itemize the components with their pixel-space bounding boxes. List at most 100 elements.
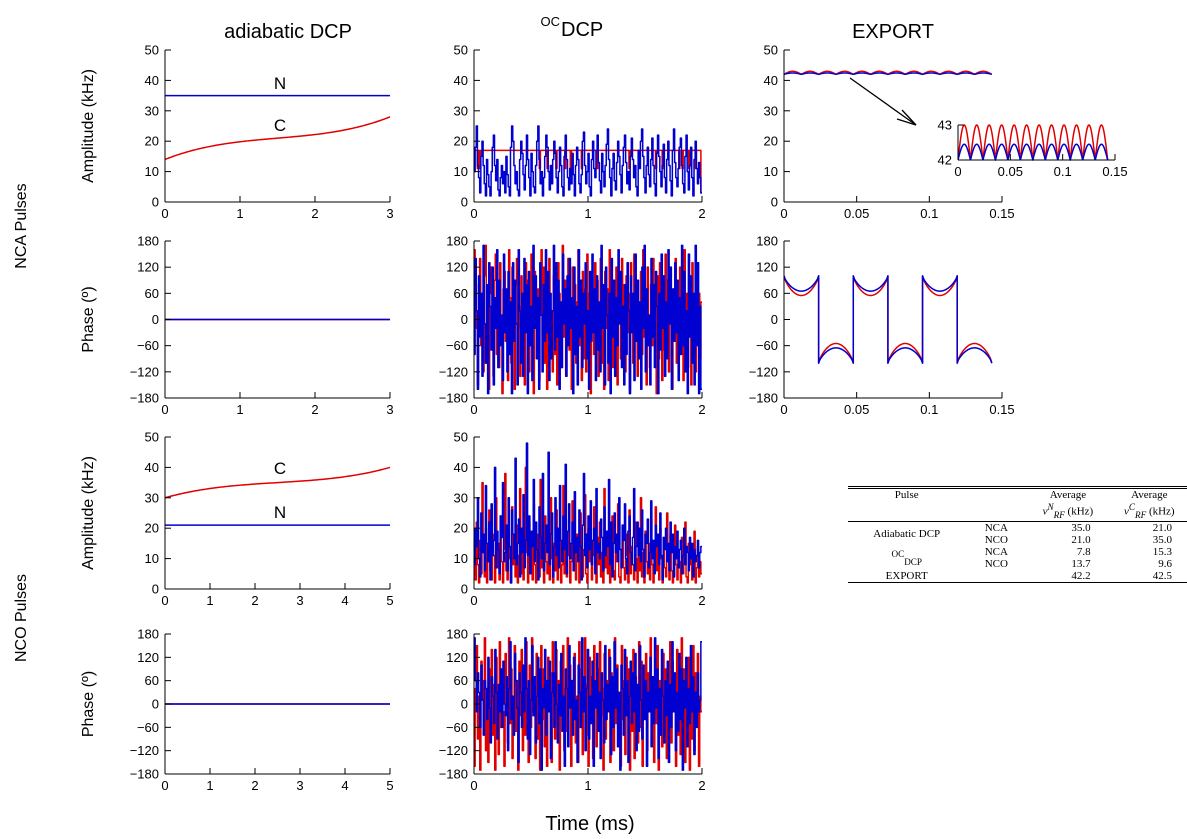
y-tick-label: 0 bbox=[152, 697, 159, 712]
y-tick-label: 20 bbox=[454, 521, 468, 536]
y-tick-label: −180 bbox=[439, 391, 468, 406]
x-tick-label: 2 bbox=[251, 778, 258, 793]
table-cell-n: 7.8 bbox=[1076, 545, 1091, 558]
y-tick-label: 60 bbox=[145, 673, 159, 688]
table-cell-c: 21.0 bbox=[1152, 521, 1172, 534]
panel-nca-export-amplitude-inset: 42 43 0 0.05 0.1 0.15 bbox=[938, 118, 1128, 180]
row-label-nca: NCA Pulses bbox=[13, 183, 30, 268]
y-tick-label: 30 bbox=[454, 490, 468, 505]
y-tick-label: −180 bbox=[130, 391, 159, 406]
y-tick-label: 50 bbox=[454, 43, 468, 58]
y-tick-label: −180 bbox=[439, 767, 468, 782]
y-tick-label: 20 bbox=[145, 134, 159, 149]
x-tick-label: 3 bbox=[386, 402, 393, 417]
series-line-1 bbox=[474, 125, 702, 197]
y-tick-label: 180 bbox=[756, 234, 778, 249]
y-tick-label: −60 bbox=[756, 338, 778, 353]
y-tick-label: 0 bbox=[152, 582, 159, 597]
y-tick-label: −60 bbox=[137, 720, 159, 735]
y-tick-label: 43 bbox=[938, 118, 952, 133]
y-tick-label: 10 bbox=[145, 551, 159, 566]
table-header-c-sup: C bbox=[1128, 502, 1135, 512]
table-cell-c: 9.6 bbox=[1158, 557, 1172, 570]
y-tick-label: 0 bbox=[152, 195, 159, 210]
y-tick-label: 20 bbox=[454, 134, 468, 149]
x-tick-label: 2 bbox=[698, 402, 705, 417]
y-tick-label: 30 bbox=[764, 103, 778, 118]
table-cell-n: 21.0 bbox=[1071, 533, 1091, 546]
table-header-nu-c: ν bbox=[1124, 505, 1129, 518]
x-tick-label: 1 bbox=[584, 593, 591, 608]
series-line-c bbox=[165, 466, 390, 499]
y-tick-label: −120 bbox=[749, 364, 778, 379]
table-cell-type: NCA bbox=[984, 545, 1008, 558]
table-row: EXPORT 42.2 42.5 bbox=[848, 570, 1187, 583]
y-tick-label: 60 bbox=[454, 286, 468, 301]
y-tick-label: 0 bbox=[771, 195, 778, 210]
x-tick-label: 0.05 bbox=[844, 206, 869, 221]
y-tick-label: 180 bbox=[137, 234, 159, 249]
y-tick-label: 42 bbox=[938, 153, 952, 168]
y-tick-label: 0 bbox=[461, 582, 468, 597]
y-tick-label: 10 bbox=[145, 164, 159, 179]
table-cell-type: NCO bbox=[984, 533, 1008, 546]
x-tick-label: 0 bbox=[470, 593, 477, 608]
table-header-n-sub: RF bbox=[1053, 509, 1065, 520]
table-cell-pulse: EXPORT bbox=[885, 569, 928, 582]
x-tick-label: 0.1 bbox=[920, 402, 938, 417]
x-tick-label: 0.15 bbox=[989, 206, 1014, 221]
y-tick-label: 10 bbox=[454, 164, 468, 179]
table-row: OCDCP NCA 7.8 15.3 bbox=[848, 545, 1187, 567]
y-tick-label: 30 bbox=[145, 103, 159, 118]
panel-nca-export-phase: −180 −120 −60 0 60 120 180 0 0.05 0.1 0.15 bbox=[749, 234, 1015, 418]
table-cell-pulse-sup: OC bbox=[891, 548, 905, 559]
x-tick-label: 3 bbox=[296, 593, 303, 608]
y-tick-label: 40 bbox=[145, 73, 159, 88]
y-tick-label: 0 bbox=[152, 312, 159, 327]
table-header-n-sup: N bbox=[1047, 502, 1054, 512]
panel-nca-oc-amplitude: 0 10 20 30 40 50 0 1 2 bbox=[454, 43, 706, 222]
table-cell-type: NCO bbox=[984, 557, 1008, 570]
x-tick-label: 0 bbox=[954, 164, 961, 179]
panel-nca-adiabatic-phase: −180 −120 −60 0 60 120 180 0 1 2 3 Phase (º) bbox=[80, 234, 394, 418]
x-tick-label: 0.1 bbox=[920, 206, 938, 221]
table-header-pulse: Pulse bbox=[894, 489, 919, 501]
y-tick-label: −120 bbox=[439, 364, 468, 379]
table-header-avg-c-label: Average bbox=[1131, 489, 1168, 501]
x-tick-label: 4 bbox=[341, 593, 348, 608]
table-row: Adiabatic DCP NCA 35.0 21.0 bbox=[848, 521, 1187, 540]
table-header-unit-c: (kHz) bbox=[1148, 505, 1175, 518]
x-tick-label: 5 bbox=[386, 778, 393, 793]
x-tick-label: 1 bbox=[206, 593, 213, 608]
y-axis-label: Phase (º) bbox=[80, 286, 97, 352]
x-tick-label: 0 bbox=[780, 402, 787, 417]
series-line-1 bbox=[474, 244, 702, 395]
x-tick-label: 3 bbox=[296, 778, 303, 793]
y-tick-label: 50 bbox=[145, 430, 159, 445]
panel-nco-adiabatic-amplitude: 0 10 20 30 40 50 0 1 2 3 4 5 Amplitude (kHz) bbox=[80, 430, 394, 609]
x-tick-label: 4 bbox=[341, 778, 348, 793]
y-tick-label: 120 bbox=[446, 650, 468, 665]
annotation-c-nco: C bbox=[274, 459, 286, 478]
y-axis-label: Phase (º) bbox=[80, 671, 97, 737]
y-tick-label: −60 bbox=[446, 338, 468, 353]
x-tick-label: 1 bbox=[584, 778, 591, 793]
x-tick-label: 2 bbox=[698, 593, 705, 608]
y-tick-label: 0 bbox=[461, 195, 468, 210]
table-cell-c: 42.5 bbox=[1152, 569, 1172, 582]
series-line-n bbox=[784, 72, 993, 76]
y-tick-label: 120 bbox=[137, 260, 159, 275]
table-cell-type: NCA bbox=[984, 521, 1008, 534]
y-tick-label: 0 bbox=[461, 697, 468, 712]
annotation-n-nca: N bbox=[274, 74, 286, 93]
table-cell-n: 42.2 bbox=[1071, 569, 1091, 582]
x-tick-label: 0 bbox=[470, 402, 477, 417]
col-title-oc-main: DCP bbox=[561, 19, 603, 41]
series-line-1 bbox=[474, 637, 702, 771]
y-tick-label: 40 bbox=[145, 460, 159, 475]
series-line-c bbox=[165, 116, 390, 161]
y-tick-label: 10 bbox=[764, 164, 778, 179]
x-tick-label: 0.15 bbox=[989, 402, 1014, 417]
x-tick-label: 0.05 bbox=[844, 402, 869, 417]
y-tick-label: 180 bbox=[446, 627, 468, 642]
